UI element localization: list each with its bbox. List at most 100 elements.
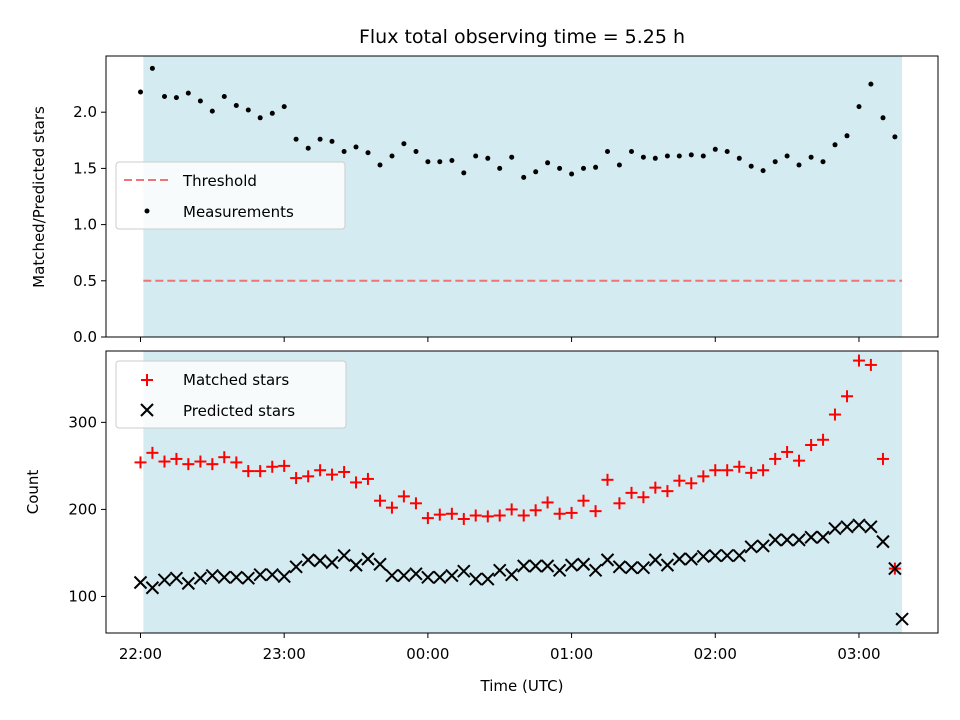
x-tick-label: 01:00 — [550, 645, 593, 663]
matched-star-point — [864, 358, 877, 371]
measurement-point — [760, 168, 766, 174]
matched-star-point — [194, 455, 207, 468]
measurement-point — [293, 136, 299, 142]
matched-star-point — [841, 390, 854, 403]
matched-star-point — [326, 468, 339, 481]
predicted-star-point — [780, 533, 794, 547]
measurement-point — [281, 104, 287, 110]
predicted-star-point — [361, 552, 375, 566]
matched-star-point — [230, 456, 243, 469]
measurement-point — [808, 154, 814, 160]
matched-star-point — [290, 472, 303, 485]
matched-star-point — [817, 433, 830, 446]
predicted-star-point — [840, 520, 854, 534]
predicted-star-point — [169, 571, 184, 585]
predicted-star-point — [540, 559, 555, 573]
measurement-points — [138, 65, 898, 180]
matched-star-point — [361, 472, 374, 485]
measurement-point — [856, 104, 862, 110]
predicted-star-point — [708, 548, 722, 563]
matched-star-point — [637, 491, 650, 504]
predicted-star-point — [756, 539, 770, 553]
predicted-star-point — [229, 570, 244, 585]
predicted-star-point — [325, 555, 339, 570]
measurement-point — [341, 149, 347, 154]
measurement-point — [664, 153, 670, 159]
matched-star-point — [709, 464, 722, 477]
predicted-star-point — [576, 557, 591, 571]
chart-title: Flux total observing time = 5.25 h — [359, 26, 685, 48]
matched-star-point — [733, 460, 746, 473]
measurement-point — [796, 162, 802, 168]
predicted-star-point — [145, 581, 160, 595]
legend-threshold-label: Threshold — [182, 172, 257, 190]
measurement-point — [305, 145, 311, 151]
predicted-star-point — [895, 612, 909, 626]
predicted-star-point — [864, 520, 878, 534]
x-axis-label: Time (UTC) — [480, 677, 564, 695]
matched-star-point — [601, 473, 614, 486]
bottom-legend: Matched stars Predicted stars — [115, 360, 347, 429]
predicted-star-point — [804, 530, 818, 544]
matched-star-point — [266, 460, 279, 473]
matched-star-point — [517, 509, 530, 522]
predicted-star-point — [133, 575, 148, 590]
predicted-star-point — [433, 570, 447, 585]
predicted-star-point — [636, 561, 651, 575]
measurement-point — [569, 171, 575, 177]
top-panel: 0.00.51.01.52.0 Matched/Predicted stars … — [30, 55, 939, 346]
matched-star-point — [302, 470, 315, 483]
predicted-star-point — [768, 533, 782, 547]
measurement-point — [317, 136, 323, 142]
x-tick-label: 00:00 — [406, 645, 449, 663]
measurement-point — [257, 115, 263, 121]
measurement-point — [461, 170, 467, 176]
matched-star-point — [541, 496, 554, 509]
measurement-point — [820, 159, 826, 165]
predicted-star-point — [684, 552, 698, 566]
matched-star-point — [745, 466, 758, 479]
predicted-star-point — [696, 549, 711, 564]
predicted-star-point — [720, 548, 734, 563]
measurement-point — [868, 81, 874, 87]
x-tick-label: 23:00 — [263, 645, 306, 663]
measurement-point — [772, 159, 778, 165]
matched-star-point — [685, 477, 698, 490]
measurement-point — [629, 149, 634, 154]
matched-star-point — [565, 506, 578, 519]
measurement-point — [485, 155, 491, 161]
top-legend-box — [115, 161, 346, 230]
matched-star-point — [254, 465, 267, 478]
predicted-star-point — [672, 552, 687, 566]
top-y-tick-label: 1.5 — [73, 159, 97, 177]
x-tick-label: 02:00 — [694, 645, 737, 663]
measurement-point — [353, 144, 359, 150]
bottom-y-tick-label: 100 — [68, 587, 97, 605]
measurement-point — [377, 162, 383, 168]
predicted-star-point — [277, 569, 291, 584]
matched-star-point — [409, 497, 422, 510]
matched-star-point — [793, 454, 806, 467]
matched-star-point — [218, 451, 231, 464]
predicted-star-point — [648, 553, 663, 567]
matched-star-point — [805, 439, 818, 451]
matched-star-point — [828, 408, 841, 421]
measurement-point — [473, 153, 479, 159]
legend-matched-label: Matched stars — [183, 371, 289, 389]
matched-star-point — [421, 512, 434, 525]
predicted-star-point — [612, 560, 627, 574]
measurement-point — [688, 152, 694, 158]
measurement-point — [365, 150, 371, 156]
legend-measurements-label: Measurements — [183, 203, 294, 221]
bottom-y-tick-label: 200 — [68, 500, 97, 518]
count-points — [133, 354, 909, 626]
measurement-point — [521, 174, 527, 180]
measurement-point — [545, 160, 551, 166]
predicted-star-point — [504, 567, 519, 582]
top-y-axis-label: Matched/Predicted stars — [30, 106, 48, 288]
measurement-point — [269, 110, 275, 116]
bottom-x-ticks: 22:00 23:00 00:00 01:00 02:00 03:00 — [119, 633, 881, 663]
matched-star-point — [242, 465, 255, 478]
legend-predicted-label: Predicted stars — [183, 402, 295, 420]
predicted-star-point — [265, 567, 279, 582]
